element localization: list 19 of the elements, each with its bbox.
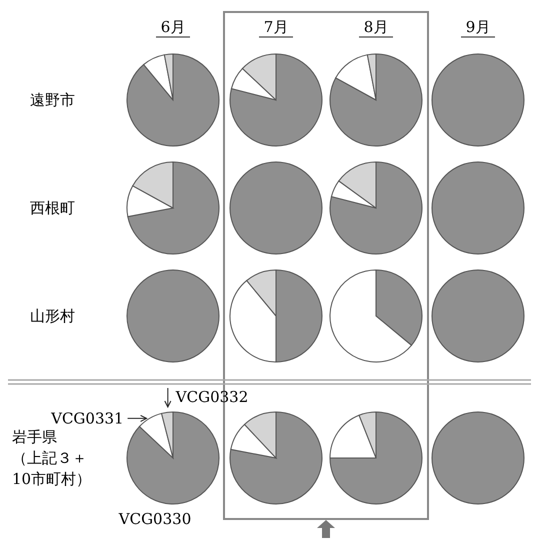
pie-slice	[230, 54, 322, 146]
pie-slice	[330, 412, 422, 504]
text: 西根町	[30, 199, 75, 217]
pie-slice	[126, 54, 220, 146]
pie-slice	[127, 162, 220, 254]
chart-title: 7月	[264, 18, 288, 36]
chart-title: 9月	[466, 18, 490, 36]
pie-slice	[126, 412, 220, 504]
text: 遠野市	[30, 91, 75, 109]
text: 岩手県（上記３＋10市町村）	[12, 428, 92, 488]
pie-slice	[330, 54, 422, 146]
slice-label: VCG0332	[174, 388, 248, 406]
slice-label: VCG0331	[50, 409, 124, 428]
slice-label: VCG0330	[118, 510, 192, 528]
text: 山形村	[30, 307, 75, 325]
pie-slice	[230, 412, 322, 504]
chart-title: 8月	[364, 18, 388, 36]
chart-title: 6月	[160, 18, 186, 36]
pie-slice	[330, 162, 422, 254]
